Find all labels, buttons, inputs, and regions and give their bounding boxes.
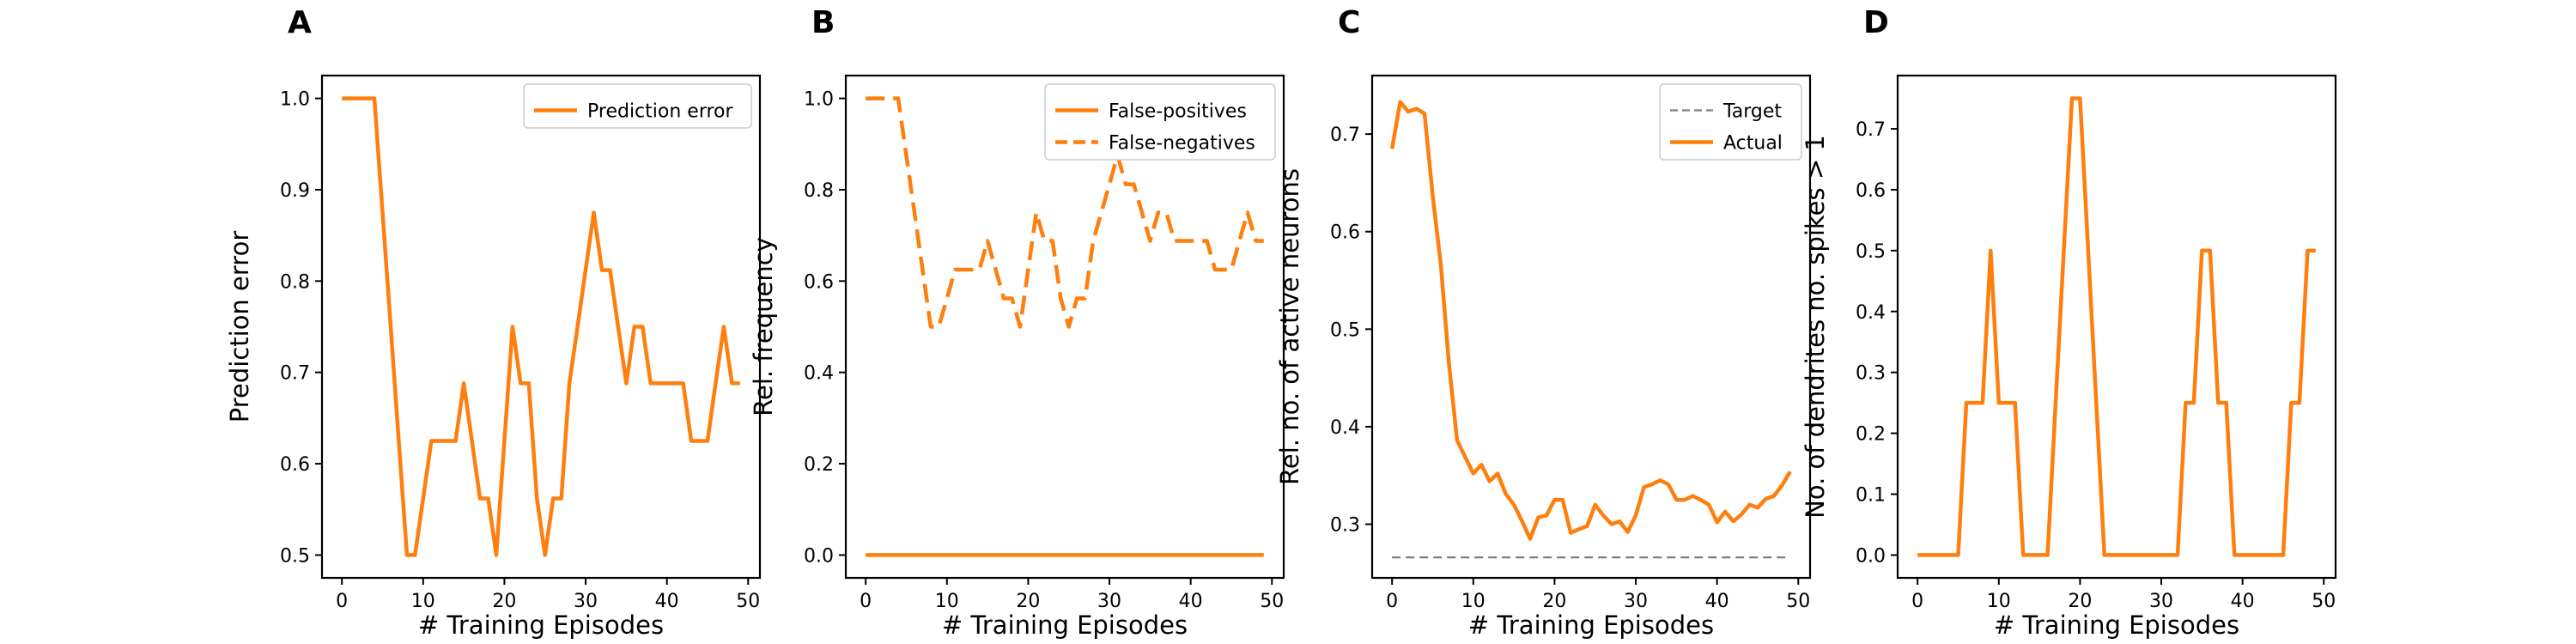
y-tick-label: 0.9 bbox=[280, 180, 310, 202]
y-tick-label: 0.6 bbox=[280, 454, 310, 476]
panel-a: A 0 10 20 30 40 50 0.5 0.6 0.7 0.8 0.9 1.0 # Training… bbox=[225, 5, 762, 640]
x-tick-label: 30 bbox=[574, 591, 598, 612]
series-line-value bbox=[1917, 96, 2316, 557]
x-tick-label: 40 bbox=[1179, 591, 1203, 612]
panel-letter: C bbox=[1338, 5, 1360, 40]
y-tick-label: 0.6 bbox=[1856, 180, 1886, 202]
y-tick-label: 0.4 bbox=[1330, 417, 1360, 439]
y-tick-label: 0.7 bbox=[1330, 125, 1360, 146]
series-line-actual bbox=[1389, 100, 1792, 541]
y-tick-label: 0.5 bbox=[1856, 241, 1886, 263]
x-tick-label: 20 bbox=[1542, 591, 1566, 612]
y-axis-title: Rel. frequency bbox=[749, 237, 778, 416]
x-tick-label: 30 bbox=[1097, 591, 1121, 612]
series-line-false-negatives bbox=[866, 96, 1264, 329]
y-tick-label: 0.0 bbox=[1856, 545, 1886, 567]
panel-letter: B bbox=[811, 5, 835, 40]
x-tick-label: 50 bbox=[1786, 591, 1810, 612]
plot-frame bbox=[844, 74, 1285, 580]
y-tick-label: 0.1 bbox=[1856, 485, 1886, 507]
y-tick-label: 0.8 bbox=[804, 180, 834, 202]
plot-frame bbox=[1896, 74, 2337, 580]
y-tick-label: 0.3 bbox=[1856, 363, 1886, 385]
y-tick-label: 0.4 bbox=[804, 363, 834, 385]
legend: Target Actual bbox=[1659, 83, 1802, 161]
y-tick-label: 0.4 bbox=[1856, 302, 1886, 324]
x-axis-title: # Training Episodes bbox=[1994, 611, 2239, 640]
legend: Prediction error bbox=[523, 83, 752, 129]
x-tick-label: 10 bbox=[935, 591, 959, 612]
y-tick-label: 0.2 bbox=[1856, 424, 1886, 446]
panel-letter: D bbox=[1863, 5, 1889, 40]
x-tick-label: 10 bbox=[1987, 591, 2011, 612]
y-tick-label: 0.5 bbox=[1330, 319, 1360, 341]
legend-box bbox=[523, 83, 752, 129]
y-tick-label: 0.3 bbox=[1330, 515, 1360, 537]
y-tick-label: 0.8 bbox=[280, 271, 310, 293]
x-tick-label: 10 bbox=[1461, 591, 1485, 612]
x-tick-label: 20 bbox=[492, 591, 516, 612]
panel-b: B 0 10 20 30 40 50 0.0 0.2 0.4 0.6 0.8 1.0 # Training… bbox=[749, 5, 1285, 640]
x-tick-label: 40 bbox=[655, 591, 679, 612]
series-line-prediction-error bbox=[342, 96, 740, 557]
x-tick-label: 40 bbox=[1705, 591, 1729, 612]
x-tick-label: 0 bbox=[860, 591, 872, 612]
x-tick-label: 50 bbox=[2312, 591, 2336, 612]
panel-d: D 0 10 20 30 40 50 0.0 0.1 0.2 0.3 0.4 0.5 0.6 0.7 # Tr… bbox=[1801, 5, 2337, 640]
panel-letter: A bbox=[288, 5, 312, 40]
x-axis-title: # Training Episodes bbox=[942, 611, 1188, 640]
y-tick-label: 1.0 bbox=[804, 89, 834, 111]
y-tick-label: 0.7 bbox=[280, 363, 310, 385]
y-tick-label: 0.7 bbox=[1856, 119, 1886, 141]
x-tick-label: 20 bbox=[2068, 591, 2092, 612]
x-tick-label: 20 bbox=[1016, 591, 1040, 612]
panel-c: C 0 10 20 30 40 50 0.3 0.4 0.5 0.6 0.7 # Training Ep… bbox=[1275, 5, 1812, 640]
y-tick-label: 0.2 bbox=[804, 454, 834, 476]
y-axis-title: Rel. no. of active neurons bbox=[1275, 168, 1304, 485]
y-axis-title: Prediction error bbox=[225, 231, 254, 423]
legend-label: Prediction error bbox=[587, 101, 733, 123]
x-tick-label: 0 bbox=[336, 591, 348, 612]
plot-frame bbox=[1370, 74, 1812, 580]
legend-label: Actual bbox=[1723, 133, 1783, 155]
x-tick-label: 40 bbox=[2231, 591, 2255, 612]
x-tick-label: 10 bbox=[411, 591, 435, 612]
legend: False-positives False-negatives bbox=[1044, 83, 1276, 161]
x-tick-label: 0 bbox=[1911, 591, 1923, 612]
x-tick-label: 0 bbox=[1386, 591, 1398, 612]
legend-label: False-negatives bbox=[1109, 133, 1255, 155]
y-tick-label: 0.6 bbox=[1330, 222, 1360, 244]
legend-box bbox=[1044, 83, 1276, 161]
x-axis-title: # Training Episodes bbox=[418, 611, 664, 640]
y-axis-title: No. of dendrites no. spikes > 1 bbox=[1801, 135, 1830, 519]
legend-label: Target bbox=[1722, 101, 1782, 123]
legend-label: False-positives bbox=[1109, 101, 1247, 123]
y-tick-label: 0.6 bbox=[804, 271, 834, 293]
x-tick-label: 30 bbox=[1624, 591, 1648, 612]
x-tick-label: 50 bbox=[1260, 591, 1284, 612]
plot-frame bbox=[320, 74, 762, 580]
y-tick-label: 0.5 bbox=[280, 545, 310, 567]
x-tick-label: 50 bbox=[736, 591, 760, 612]
x-axis-title: # Training Episodes bbox=[1468, 611, 1714, 640]
y-tick-label: 0.0 bbox=[804, 545, 834, 567]
x-tick-label: 30 bbox=[2149, 591, 2173, 612]
y-tick-label: 1.0 bbox=[280, 89, 310, 111]
